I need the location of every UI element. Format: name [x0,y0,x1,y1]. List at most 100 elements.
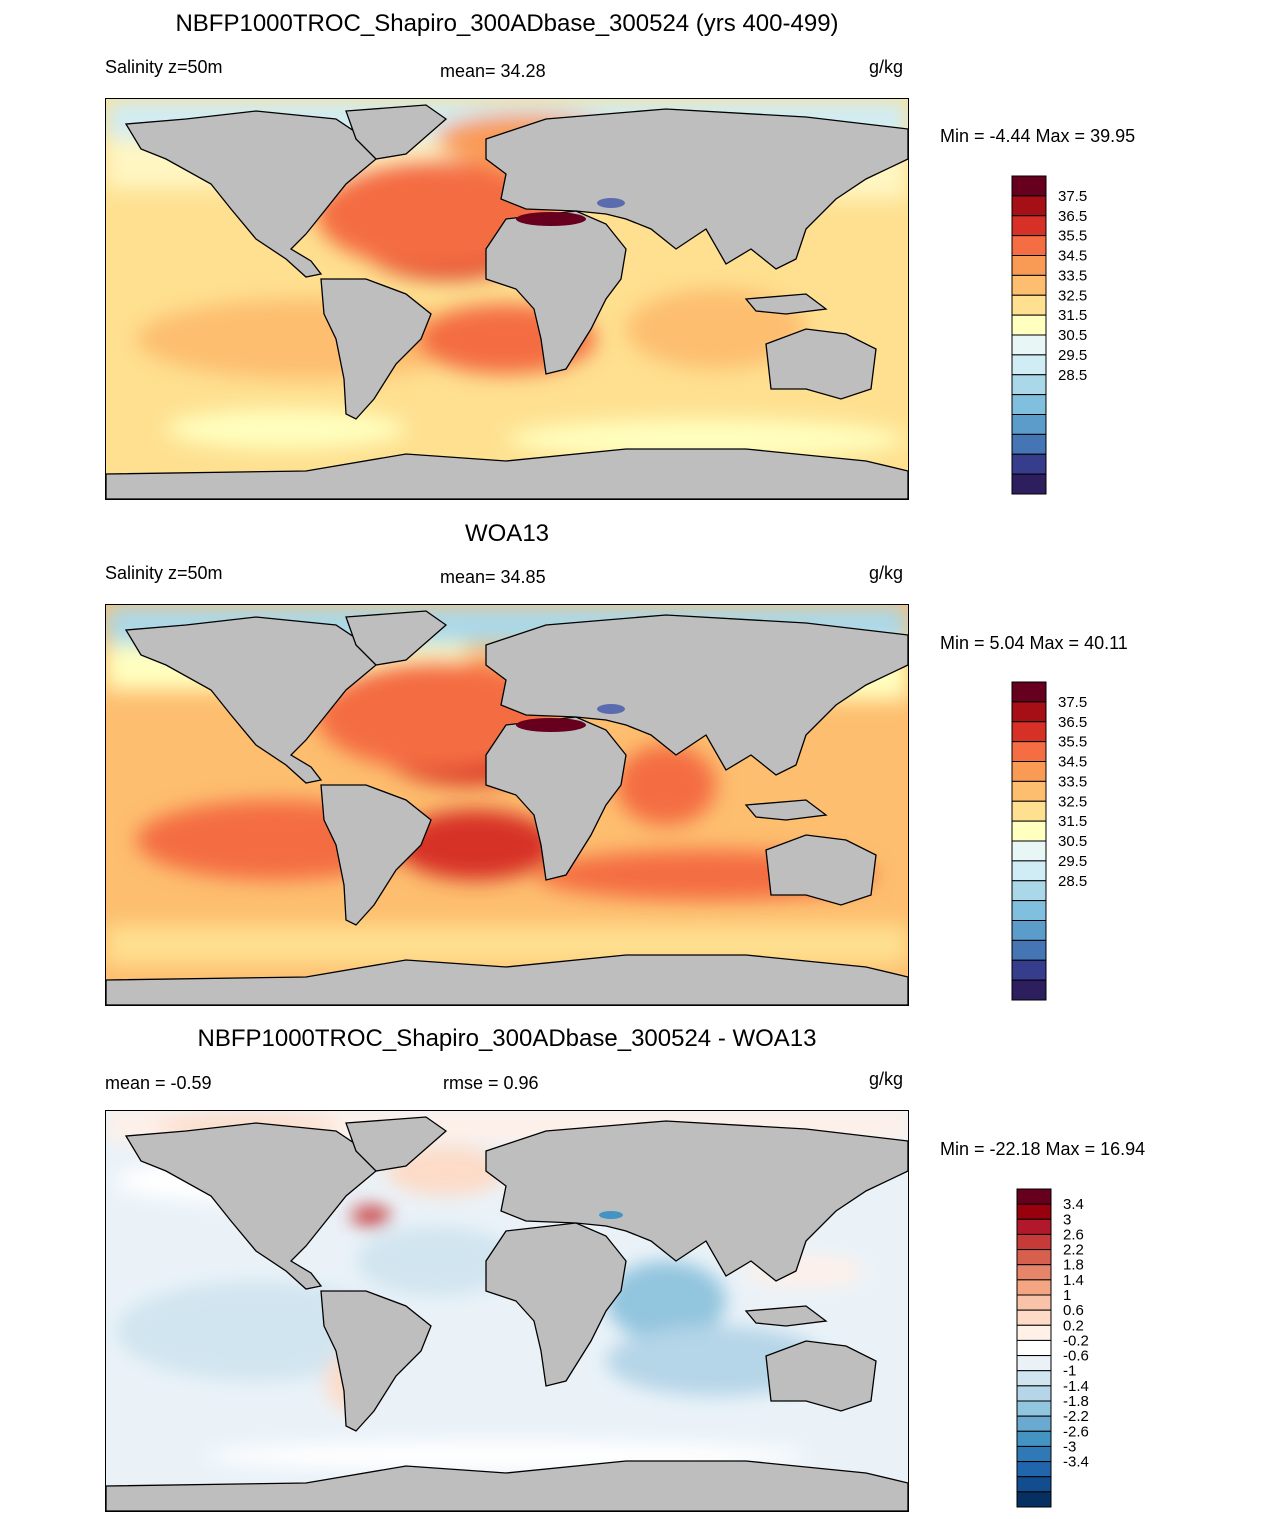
colorbar-box [1011,920,1047,941]
colorbar-box [1011,761,1047,782]
colorbar-label: 35.5 [1058,228,1087,245]
panel-1-mean-label: mean= 34.28 [440,61,546,81]
colorbar-box [1016,1339,1052,1357]
colorbar-box [1011,939,1047,961]
colorbar-label: 29.5 [1058,853,1087,870]
colorbar-label: -0.6 [1063,1348,1089,1365]
colorbar-box [1016,1430,1052,1447]
colorbar-box [1016,1294,1052,1311]
colorbar-box [1011,959,1047,981]
panel-2-colorbar: 37.5 36.5 35.5 34.5 33.5 32.5 31.5 30.5 29.5 28.5 [1011,681,1087,1001]
black-sea-diff [599,1211,623,1219]
colorbar-box [1011,800,1047,822]
panel-1-colorbar-boxes [1011,175,1047,495]
colorbar-label: -3 [1063,1438,1076,1455]
colorbar-box [1011,175,1047,197]
colorbar-label: 31.5 [1058,813,1087,830]
colorbar-box [1011,394,1047,415]
black-sea [597,198,625,208]
colorbar-label: 28.5 [1058,367,1087,384]
colorbar-box [1016,1309,1052,1326]
colorbar-label: 3 [1063,1211,1071,1228]
panel-2-colorbar-labels: 37.5 36.5 35.5 34.5 33.5 32.5 31.5 30.5 29.5 28.5 [1058,694,1087,890]
panel-2-variable-label: Salinity z=50m [105,563,223,583]
colorbar-box [1011,820,1047,842]
panel-1-units-label: g/kg [869,57,904,77]
greenland-land [345,1116,448,1172]
colorbar-box [1011,215,1047,237]
colorbar-label: 1 [1063,1287,1071,1304]
colorbar-box [1011,294,1047,316]
colorbar-label: 36.5 [1058,714,1087,731]
panel-1-title: NBFP1000TROC_Shapiro_300ADbase_300524 (y… [175,10,839,37]
colorbar-label: -3.4 [1063,1454,1089,1471]
south-pacific-patch [166,409,406,449]
colorbar-label: 2.2 [1063,1242,1084,1259]
panel-1-colorbar: 37.5 36.5 35.5 34.5 33.5 32.5 31.5 30.5 29.5 28.5 [1011,175,1087,495]
north-america-land [124,616,377,784]
africa-land [485,210,627,375]
colorbar-label: 37.5 [1058,694,1087,711]
colorbar-box [1016,1491,1052,1508]
panel-3-minmax: Min = -22.18 Max = 16.94 [940,1139,1146,1159]
panel-2-minmax: Min = 5.04 Max = 40.11 [940,633,1128,653]
colorbar-box [1016,1233,1052,1251]
colorbar-label: 31.5 [1058,307,1087,324]
colorbar-box [1011,235,1047,256]
indian-ocean-salty [616,745,716,825]
colorbar-label: 28.5 [1058,873,1087,890]
colorbar-label: -1.4 [1063,1378,1089,1395]
southern-ocean-patch [506,419,906,459]
colorbar-box [1011,701,1047,723]
panel-3-title: NBFP1000TROC_Shapiro_300ADbase_300524 - … [197,1025,817,1052]
eurasia-land [485,108,908,270]
colorbar-box [1011,780,1047,802]
colorbar-box [1016,1218,1052,1235]
panel-3-colorbar-boxes [1016,1188,1052,1508]
black-sea [597,704,625,714]
colorbar-label: 36.5 [1058,208,1087,225]
colorbar-box [1011,860,1047,882]
colorbar-box [1011,274,1047,296]
colorbar-box [1016,1279,1052,1296]
panel-2-title: WOA13 [464,520,550,547]
panel-2-mean-label: mean= 34.85 [440,567,546,587]
panel-3-map [105,1110,909,1512]
colorbar-label: 1.8 [1063,1257,1084,1274]
south-america-land [320,784,432,926]
colorbar-box [1016,1324,1052,1341]
mediterranean-salty [516,212,586,226]
colorbar-box [1016,1355,1052,1372]
panel-3-colorbar: 3.432.62.21.81.410.60.2-0.2-0.6-1-1.4-1.… [1016,1188,1089,1508]
colorbar-box [1011,374,1047,396]
colorbar-box [1011,741,1047,762]
africa-land [485,1222,627,1387]
south-america-land [320,278,432,420]
colorbar-box [1011,453,1047,475]
colorbar-box [1011,681,1047,703]
colorbar-label: -2.6 [1063,1423,1089,1440]
colorbar-box [1011,255,1047,276]
panel-3-mean-label: mean = -0.59 [105,1073,212,1093]
colorbar-box [1011,354,1047,376]
colorbar-box [1011,721,1047,743]
panel-1-map [105,98,909,500]
colorbar-label: 32.5 [1058,793,1087,810]
colorbar-label: 3.4 [1063,1196,1084,1213]
colorbar-label: 29.5 [1058,347,1087,364]
colorbar-label: 33.5 [1058,773,1087,790]
colorbar-box [1011,840,1047,862]
gulf-stream-positive [351,1206,391,1226]
colorbar-box [1016,1415,1052,1432]
land-masses [106,1116,908,1511]
north-atlantic-negative [356,1226,516,1296]
colorbar-label: 0.6 [1063,1302,1084,1319]
colorbar-label: -1.8 [1063,1393,1089,1410]
south-america-land [320,1290,432,1432]
antarctica-land [106,1460,908,1511]
colorbar-box [1011,414,1047,435]
north-america-land [124,110,377,278]
colorbar-box [1016,1476,1052,1493]
eurasia-land [485,1120,908,1282]
colorbar-box [1016,1188,1052,1205]
